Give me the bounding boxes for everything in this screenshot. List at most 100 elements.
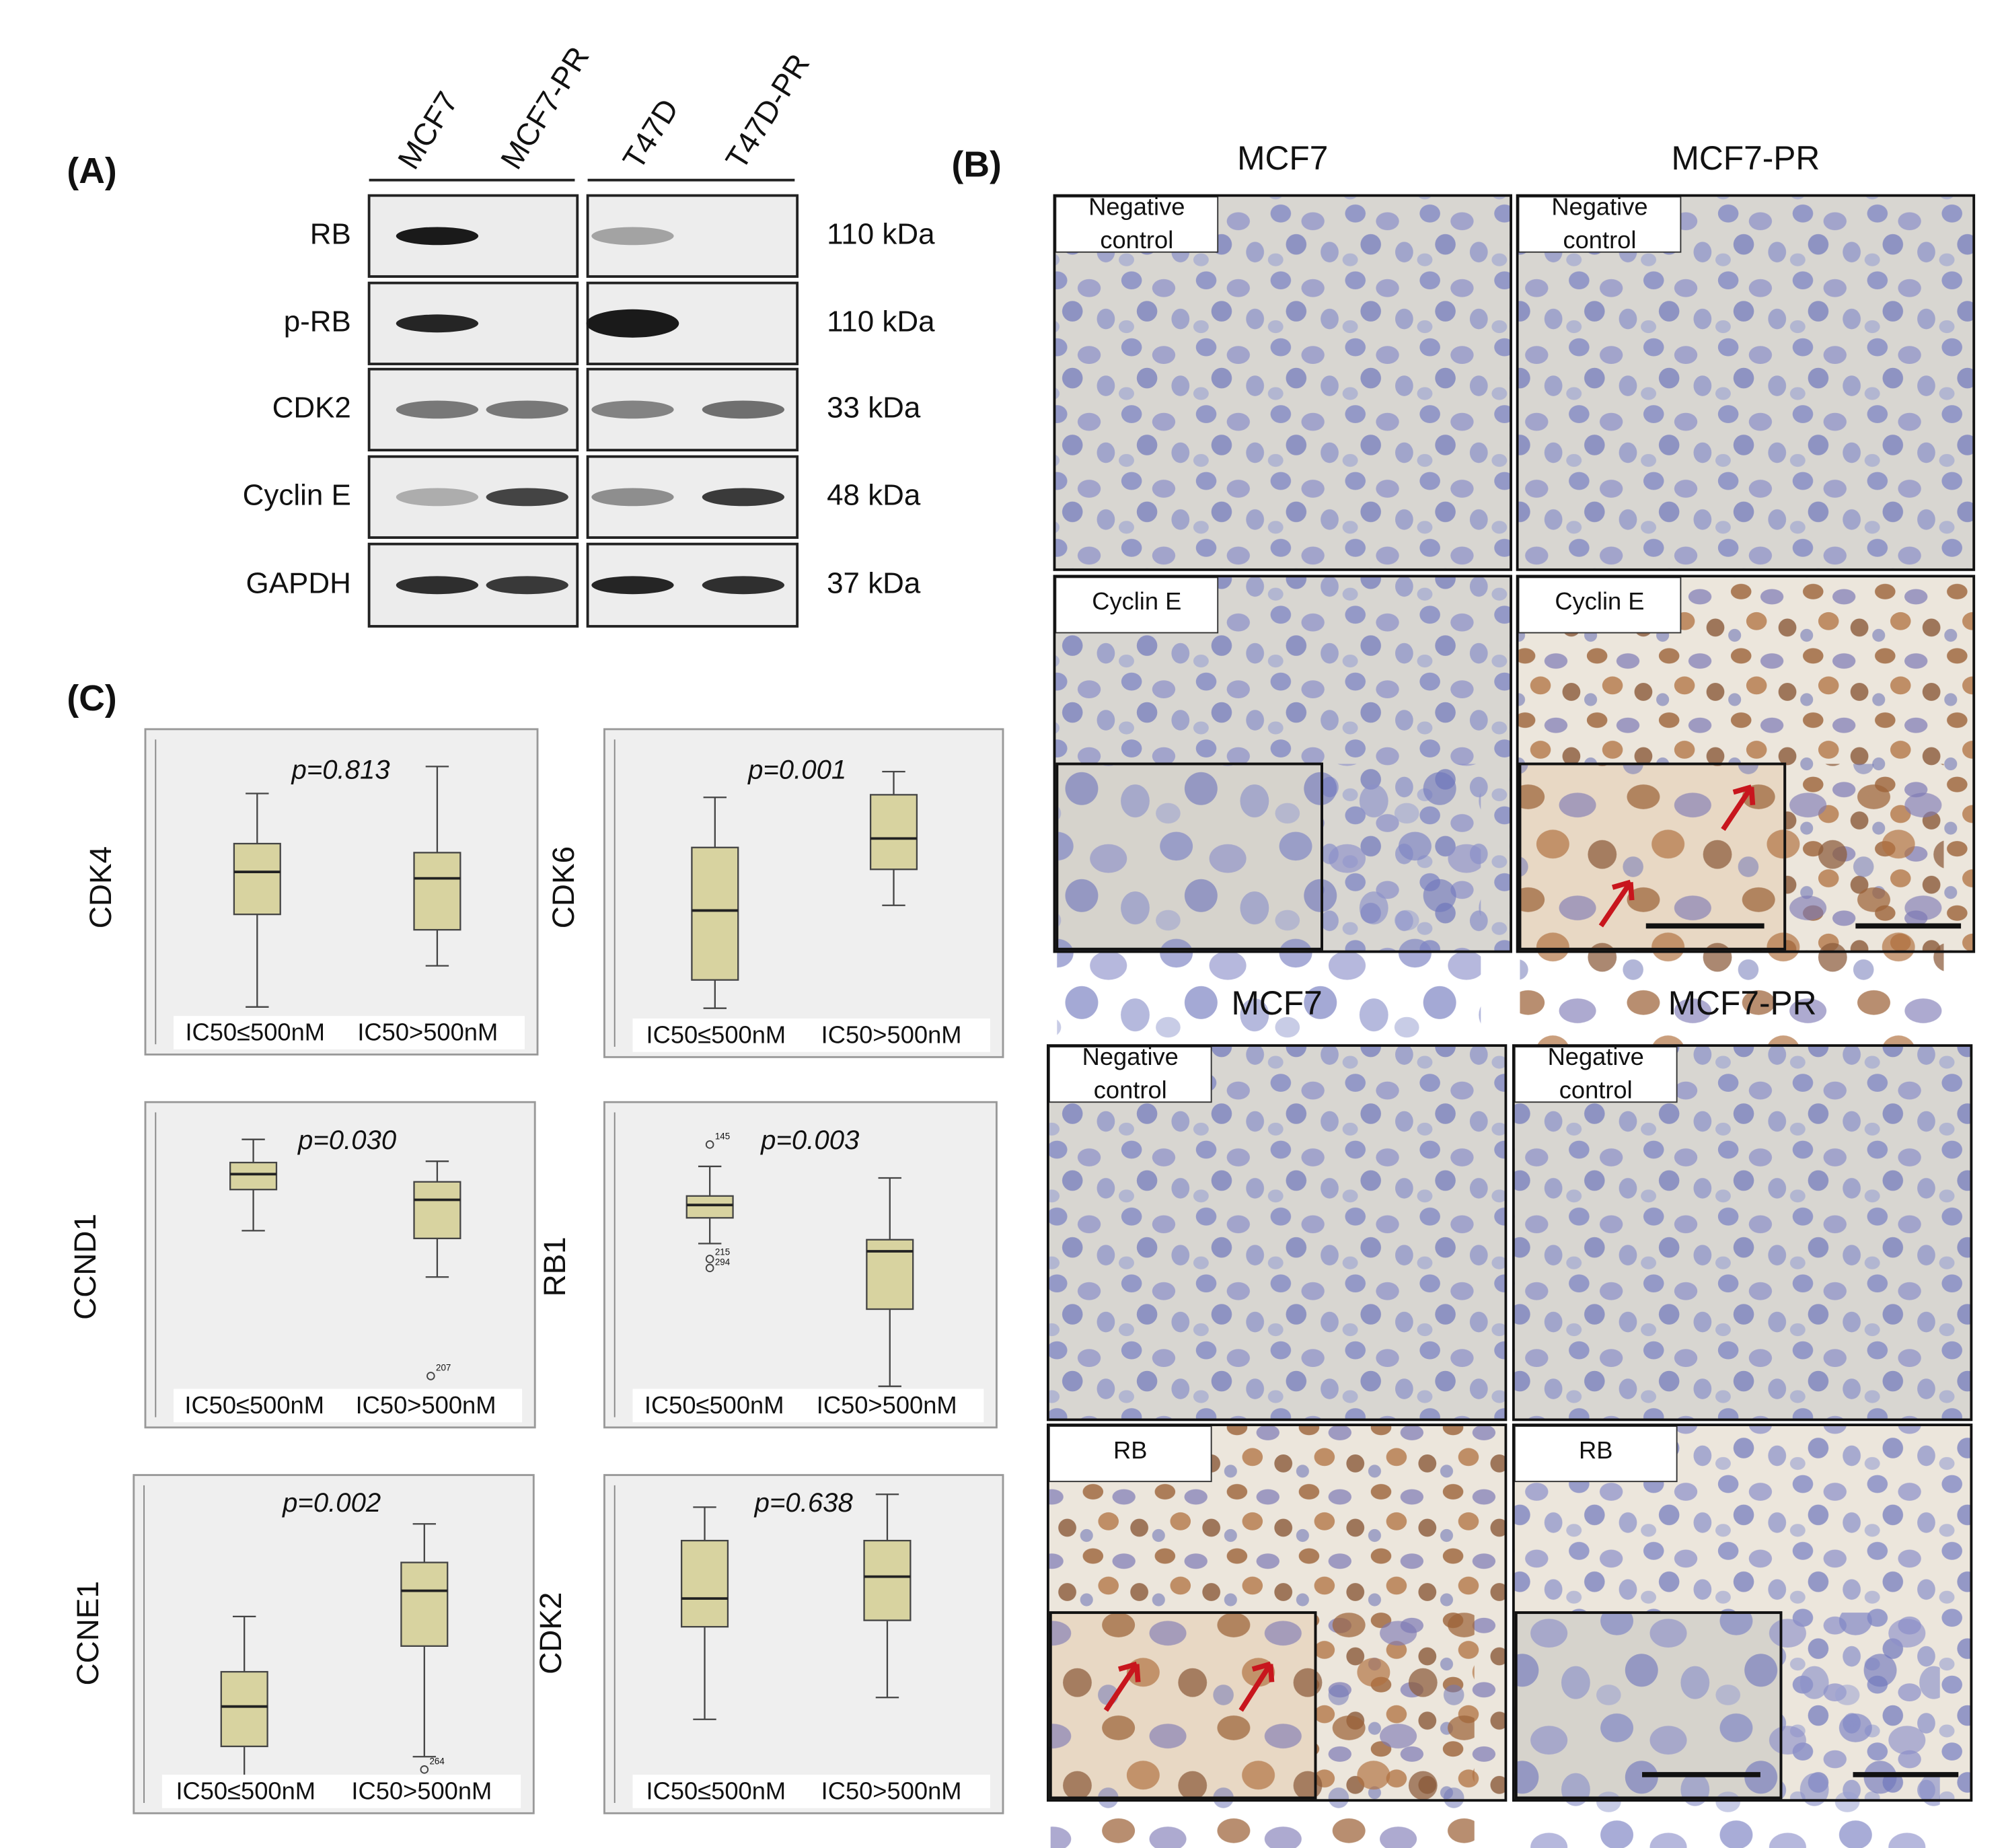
arrow-head <box>1251 1661 1275 1683</box>
micrograph-cells <box>1054 195 1512 570</box>
p-value: p=0.002 <box>282 1487 381 1518</box>
blot <box>586 194 799 278</box>
label-box <box>1055 196 1219 253</box>
frame <box>1046 1424 1508 1802</box>
band <box>702 488 785 507</box>
group-label: IC50>500nM <box>357 1019 498 1046</box>
row-label: Cyclin E <box>1092 587 1181 615</box>
band <box>586 309 679 338</box>
inset-cells <box>1050 1613 1475 1848</box>
label-box <box>1514 1426 1678 1483</box>
label-strip <box>632 1389 984 1423</box>
band <box>486 488 568 507</box>
y-axis-title: CCNE1 <box>70 1581 105 1685</box>
row-label: Negative <box>1082 1043 1179 1070</box>
micrograph-cells <box>1513 1045 1972 1420</box>
band <box>591 576 674 595</box>
p-value: p=0.030 <box>297 1125 396 1155</box>
arrow <box>1598 881 1633 928</box>
plot-area <box>603 1474 1004 1814</box>
row-label: control <box>1563 226 1636 254</box>
box <box>869 794 918 871</box>
label-box <box>1518 577 1682 634</box>
label-box <box>1055 577 1219 634</box>
inset-cells <box>1057 764 1481 1060</box>
group-label: IC50≤500nM <box>185 1019 325 1046</box>
box <box>229 1161 278 1191</box>
protein-size: 110 kDa <box>827 305 935 338</box>
protein-size: 110 kDa <box>827 217 935 250</box>
outlier-label: 294 <box>715 1257 731 1267</box>
column-title: MCF7-PR <box>1668 984 1817 1022</box>
box <box>680 1539 729 1628</box>
plot-area <box>133 1474 535 1814</box>
band <box>396 314 479 333</box>
band <box>486 576 568 595</box>
box <box>233 842 281 916</box>
panel-label: (B) <box>952 145 1002 185</box>
label-box <box>1048 1426 1212 1483</box>
label-strip <box>161 1774 521 1808</box>
plot-area <box>603 1101 998 1429</box>
protein-name: p-RB <box>284 305 351 338</box>
label-strip <box>174 1016 525 1049</box>
outlier <box>705 1140 714 1149</box>
arrow-head <box>1612 879 1635 901</box>
outlier-label: 215 <box>715 1247 730 1257</box>
label-strip <box>632 1018 990 1052</box>
group-label: IC50≤500nM <box>184 1391 324 1419</box>
arrow-head <box>1732 784 1756 805</box>
panel-label: (C) <box>67 679 116 718</box>
group-label: IC50>500nM <box>351 1777 492 1804</box>
box <box>413 852 461 931</box>
protein-size: 48 kDa <box>827 478 921 511</box>
band <box>702 576 785 595</box>
inset-border <box>1049 1611 1317 1800</box>
micrograph-cells <box>1517 195 1974 570</box>
box <box>413 1181 461 1240</box>
y-axis-title: CDK6 <box>546 846 581 928</box>
column-title: MCF7-PR <box>1671 139 1820 177</box>
band <box>486 400 568 419</box>
plot-area <box>144 728 539 1056</box>
protein-name: Cyclin E <box>243 478 351 511</box>
outlier-label: 264 <box>429 1756 445 1766</box>
row-label: control <box>1094 1076 1167 1104</box>
box <box>400 1561 449 1647</box>
outlier-label: 207 <box>436 1362 451 1372</box>
box <box>863 1539 912 1621</box>
frame <box>1516 575 1976 953</box>
frame <box>1053 575 1512 953</box>
group-label: IC50≤500nM <box>646 1777 786 1804</box>
protein-name: CDK2 <box>272 391 351 424</box>
row-label: RB <box>1579 1436 1612 1464</box>
micrograph-cells <box>1047 1045 1506 1420</box>
inset-border <box>1055 762 1323 951</box>
group-label: IC50>500nM <box>821 1777 962 1804</box>
y-axis-title: CDK4 <box>83 846 118 928</box>
outlier <box>420 1765 429 1774</box>
lane-label: MCF7 <box>391 85 465 175</box>
band <box>396 400 479 419</box>
frame <box>1512 1044 1973 1421</box>
row-label: control <box>1100 226 1173 254</box>
y-axis-title: RB1 <box>537 1236 572 1296</box>
column-title: MCF7 <box>1232 984 1323 1022</box>
band <box>396 576 479 595</box>
protein-name: GAPDH <box>246 566 351 599</box>
p-value: p=0.003 <box>760 1125 859 1155</box>
frame <box>1046 1044 1508 1421</box>
group-label: IC50>500nM <box>817 1391 957 1419</box>
lane-label: T47D-PR <box>718 48 816 176</box>
lane-label: MCF7-PR <box>494 40 596 175</box>
p-value: p=0.638 <box>754 1487 854 1518</box>
group-label: IC50>500nM <box>356 1391 496 1419</box>
label-box <box>1514 1046 1678 1103</box>
frame <box>1512 1424 1973 1802</box>
panel-label: (A) <box>67 151 116 191</box>
column-title: MCF7 <box>1237 139 1328 177</box>
protein-size: 37 kDa <box>827 566 921 599</box>
p-value: p=0.813 <box>291 755 389 785</box>
p-value: p=0.001 <box>747 755 846 785</box>
frame <box>1516 194 1976 571</box>
